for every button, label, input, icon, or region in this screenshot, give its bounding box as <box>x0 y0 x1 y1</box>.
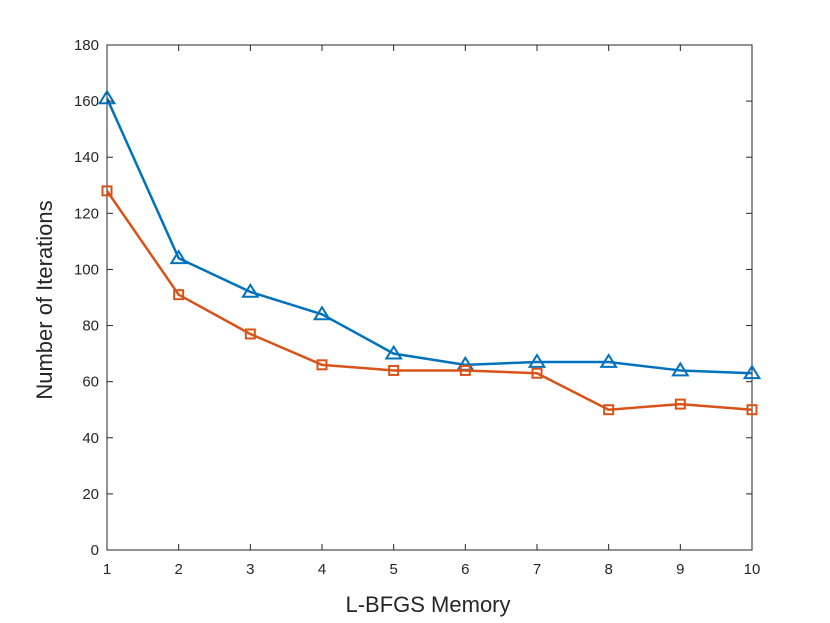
plot-area <box>106 44 753 551</box>
x-tick-label: 1 <box>103 561 111 578</box>
series-1-point <box>527 353 547 368</box>
series-layer <box>97 89 762 416</box>
series-1-line <box>105 97 753 375</box>
y-tick-label: 100 <box>74 261 99 278</box>
series-2-point <box>101 185 113 197</box>
y-tick-label: 40 <box>82 430 99 447</box>
series-2-point <box>531 367 543 379</box>
y-tick-label: 160 <box>74 93 99 110</box>
x-tick-label: 7 <box>533 561 541 578</box>
series-2-point <box>746 404 758 416</box>
x-tick-label: 2 <box>174 561 182 578</box>
series-2-line <box>105 190 753 411</box>
y-tick-label: 140 <box>74 149 99 166</box>
series-1-point <box>671 361 690 377</box>
x-tick-label: 6 <box>461 561 469 578</box>
series-2-point <box>316 359 328 371</box>
x-tick-label: 3 <box>246 561 254 578</box>
series-1-point <box>384 344 403 360</box>
series-1-point <box>312 305 332 321</box>
series-2-point <box>388 364 400 376</box>
y-tick-label: 60 <box>82 374 99 391</box>
x-tick-label: 9 <box>676 561 684 578</box>
series-2-point <box>674 398 686 410</box>
series-1-point <box>169 249 188 265</box>
series-1-point <box>742 364 762 380</box>
series-1-point <box>241 282 260 298</box>
series-2-point <box>603 404 615 416</box>
series-2 <box>101 185 758 416</box>
series-2-point <box>459 364 471 376</box>
series-1 <box>97 89 762 380</box>
series-1-point <box>97 89 117 105</box>
x-tick-label: 5 <box>389 561 397 578</box>
x-tick-label: 8 <box>604 561 612 578</box>
x-axis-title: L-BFGS Memory <box>345 592 510 617</box>
plot-box <box>106 44 753 551</box>
series-2-point <box>244 328 256 340</box>
y-tick-label: 20 <box>82 486 99 503</box>
series-2-point <box>173 289 185 301</box>
y-tick-label: 120 <box>74 205 99 222</box>
y-tick-label: 0 <box>91 542 99 559</box>
series-1-point <box>599 353 618 368</box>
x-tick-label: 10 <box>744 561 761 578</box>
y-tick-label: 80 <box>82 318 99 335</box>
y-axis-title: Number of Iterations <box>32 200 57 399</box>
y-tick-label: 180 <box>74 37 99 54</box>
x-tick-label: 4 <box>318 561 326 578</box>
